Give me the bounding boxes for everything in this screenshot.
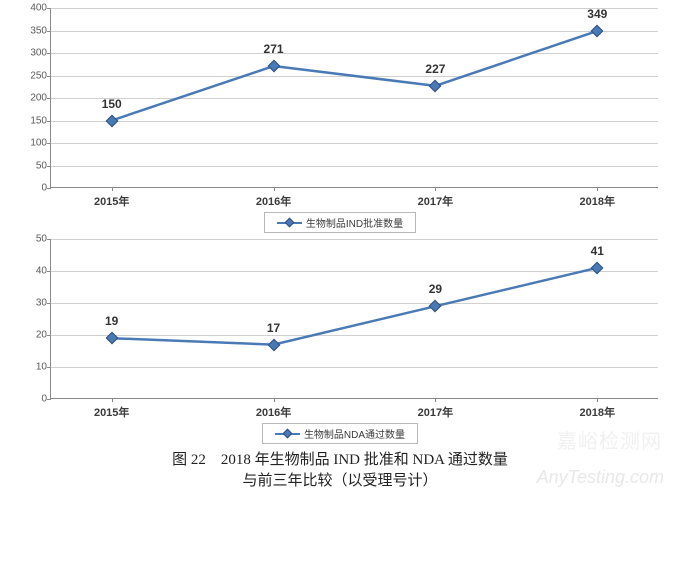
- nda-legend-label: 生物制品NDA通过数量: [304, 426, 405, 441]
- legend-swatch: [277, 219, 302, 226]
- series-line: [51, 239, 658, 399]
- series-line: [51, 8, 658, 188]
- data-label: 349: [587, 7, 607, 25]
- ind-legend-label: 生物制品IND批准数量: [306, 215, 403, 230]
- nda-chart: 010203040502015年2016年2017年2018年19172941 …: [12, 239, 668, 444]
- figure-container: 0501001502002503003504002015年2016年2017年2…: [0, 0, 680, 498]
- data-label: 150: [102, 97, 122, 115]
- data-label: 19: [105, 314, 118, 332]
- data-label: 271: [264, 42, 284, 60]
- nda-legend: 生物制品NDA通过数量: [262, 423, 418, 444]
- data-label: 41: [591, 244, 604, 262]
- data-label: 17: [267, 321, 280, 339]
- caption-line-1: 图 22 2018 年生物制品 IND 批准和 NDA 通过数量: [12, 450, 668, 471]
- caption-line-2: 与前三年比较（以受理号计）: [12, 471, 668, 492]
- data-label: 227: [425, 62, 445, 80]
- ind-chart: 0501001502002503003504002015年2016年2017年2…: [12, 8, 668, 233]
- ind-legend: 生物制品IND批准数量: [264, 212, 416, 233]
- y-tick-mark: [47, 188, 51, 189]
- legend-swatch: [275, 430, 300, 437]
- figure-caption: 图 22 2018 年生物制品 IND 批准和 NDA 通过数量 与前三年比较（…: [12, 450, 668, 492]
- nda-plot-area: 010203040502015年2016年2017年2018年19172941: [50, 239, 658, 399]
- data-label: 29: [429, 282, 442, 300]
- ind-plot-area: 0501001502002503003504002015年2016年2017年2…: [50, 8, 658, 188]
- y-tick-mark: [47, 399, 51, 400]
